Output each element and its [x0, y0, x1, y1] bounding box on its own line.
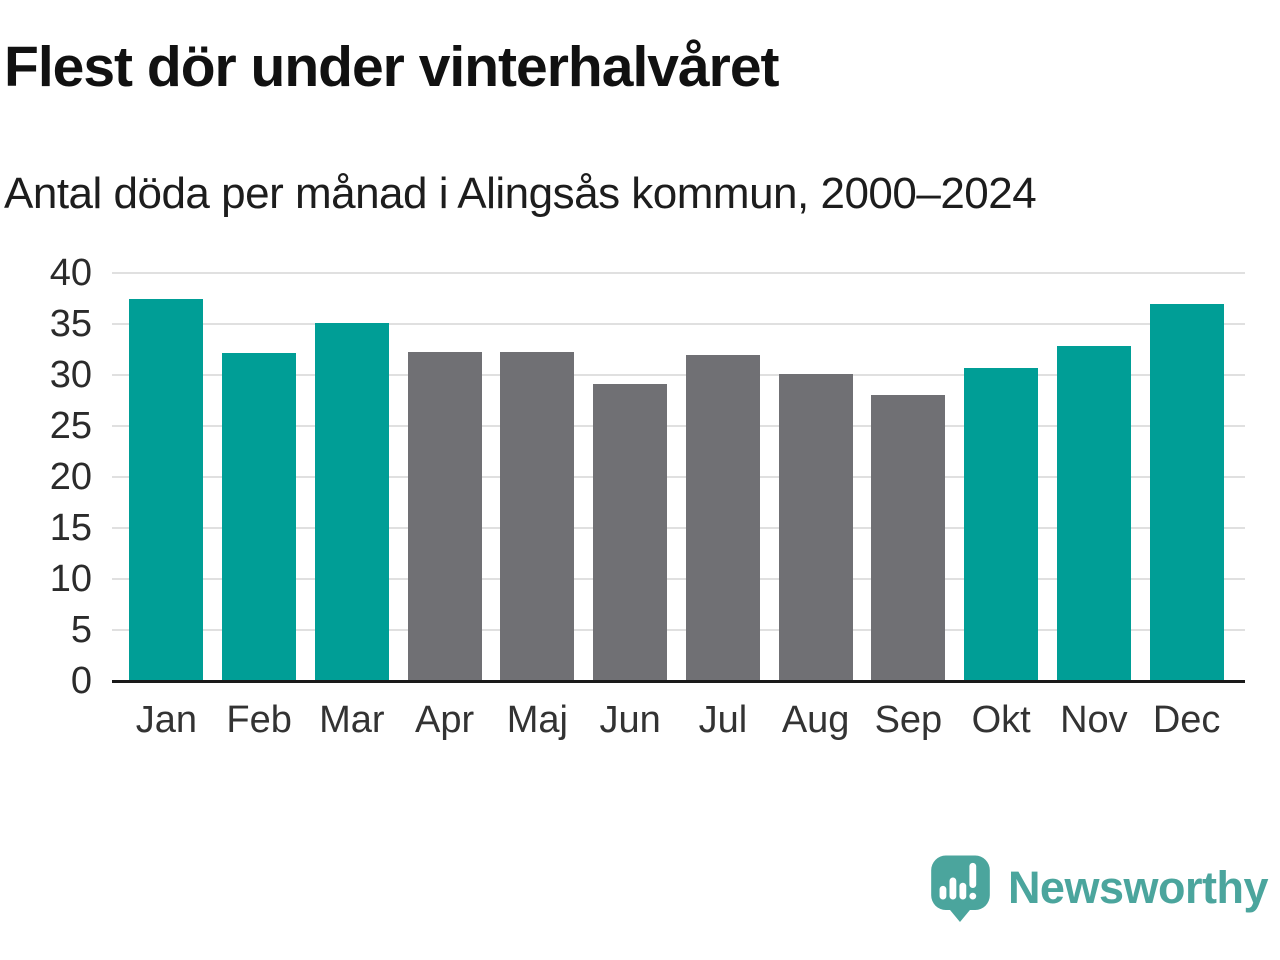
x-axis-labels: Jan Feb Mar Apr Maj Jun Jul Aug Sep Okt Nov Dec	[120, 701, 1233, 739]
x-label-slot-okt: Okt	[955, 701, 1048, 739]
x-tick-label-nov: Nov	[1060, 699, 1128, 741]
x-axis-line	[112, 680, 1245, 683]
x-tick-label-sep: Sep	[874, 699, 943, 741]
x-tick-label-aug: Aug	[781, 699, 850, 741]
gridline-15	[112, 527, 1245, 529]
newsworthy-logo-text: Newsworthy	[1007, 862, 1269, 913]
bar-slot-apr	[398, 273, 491, 681]
bar-slot-nov	[1048, 273, 1141, 681]
y-tick-label-5: 5	[70, 609, 92, 651]
y-tick-label-0: 0	[70, 660, 92, 702]
gridline-30	[112, 374, 1245, 376]
bar-jun	[593, 384, 668, 681]
bar-slot-feb	[213, 273, 306, 681]
bar-slot-okt	[955, 273, 1048, 681]
y-tick-label-35: 35	[49, 303, 92, 345]
chart-subtitle: Antal döda per månad i Alingsås kommun, …	[4, 169, 1037, 218]
x-tick-label-dec: Dec	[1152, 699, 1221, 741]
bar-mar	[314, 322, 389, 681]
newsworthy-logo-icon	[931, 855, 990, 923]
bar-jan	[129, 298, 204, 681]
gridline-25	[112, 425, 1245, 427]
x-tick-label-mar: Mar	[319, 699, 385, 741]
y-tick-label-10: 10	[49, 558, 92, 600]
x-label-slot-jul: Jul	[677, 701, 770, 739]
gridline-10	[112, 578, 1245, 580]
y-tick-label-40: 40	[49, 252, 92, 294]
bar-chart-plot: 0 5 10 15 20 25 30 35 40 Jan Feb Mar Apr Maj Jun Jul Au…	[0, 254, 1280, 739]
y-tick-label-30: 30	[49, 354, 92, 396]
x-label-slot-maj: Maj	[491, 701, 584, 739]
newsworthy-logo: Newsworthy	[927, 853, 1269, 923]
x-tick-label-feb: Feb	[226, 699, 292, 741]
bar-okt	[964, 367, 1039, 681]
x-tick-label-okt: Okt	[971, 699, 1031, 741]
bar-jul	[685, 354, 760, 681]
x-label-slot-aug: Aug	[769, 701, 862, 739]
bar-feb	[222, 352, 297, 681]
x-tick-label-jan: Jan	[135, 699, 198, 741]
bar-nov	[1056, 346, 1131, 681]
bar-apr	[407, 351, 482, 681]
gridlines	[112, 272, 1245, 681]
y-tick-label-15: 15	[49, 507, 92, 549]
x-tick-label-maj: Maj	[506, 699, 568, 741]
y-axis-labels: 0 5 10 15 20 25 30 35 40	[0, 254, 92, 700]
x-label-slot-feb: Feb	[213, 701, 306, 739]
bar-slot-mar	[306, 273, 399, 681]
bar-slot-aug	[769, 273, 862, 681]
x-label-slot-mar: Mar	[306, 701, 399, 739]
bar-slot-maj	[491, 273, 584, 681]
x-label-slot-jun: Jun	[584, 701, 677, 739]
y-tick-label-20: 20	[49, 456, 92, 498]
bar-aug	[778, 373, 853, 681]
x-label-slot-jan: Jan	[120, 701, 213, 739]
x-tick-label-jul: Jul	[698, 699, 748, 741]
bar-maj	[500, 351, 575, 681]
x-label-slot-sep: Sep	[862, 701, 955, 739]
x-tick-label-jun: Jun	[599, 699, 661, 741]
bar-slot-jun	[584, 273, 677, 681]
gridline-20	[112, 476, 1245, 478]
chart-title: Flest dör under vinterhalvåret	[4, 35, 780, 99]
gridline-5	[112, 629, 1245, 631]
bar-slot-jul	[677, 273, 770, 681]
bar-slot-jan	[120, 273, 213, 681]
gridline-35	[112, 323, 1245, 325]
bar-sep	[871, 395, 946, 681]
gridline-40	[112, 272, 1245, 274]
bar-slot-dec	[1140, 273, 1233, 681]
x-label-slot-nov: Nov	[1048, 701, 1141, 739]
x-label-slot-apr: Apr	[398, 701, 491, 739]
x-label-slot-dec: Dec	[1140, 701, 1233, 739]
bar-dec	[1149, 303, 1224, 681]
bars-container	[120, 273, 1233, 681]
y-tick-label-25: 25	[49, 405, 92, 447]
bar-slot-sep	[862, 273, 955, 681]
x-tick-label-apr: Apr	[415, 699, 475, 741]
